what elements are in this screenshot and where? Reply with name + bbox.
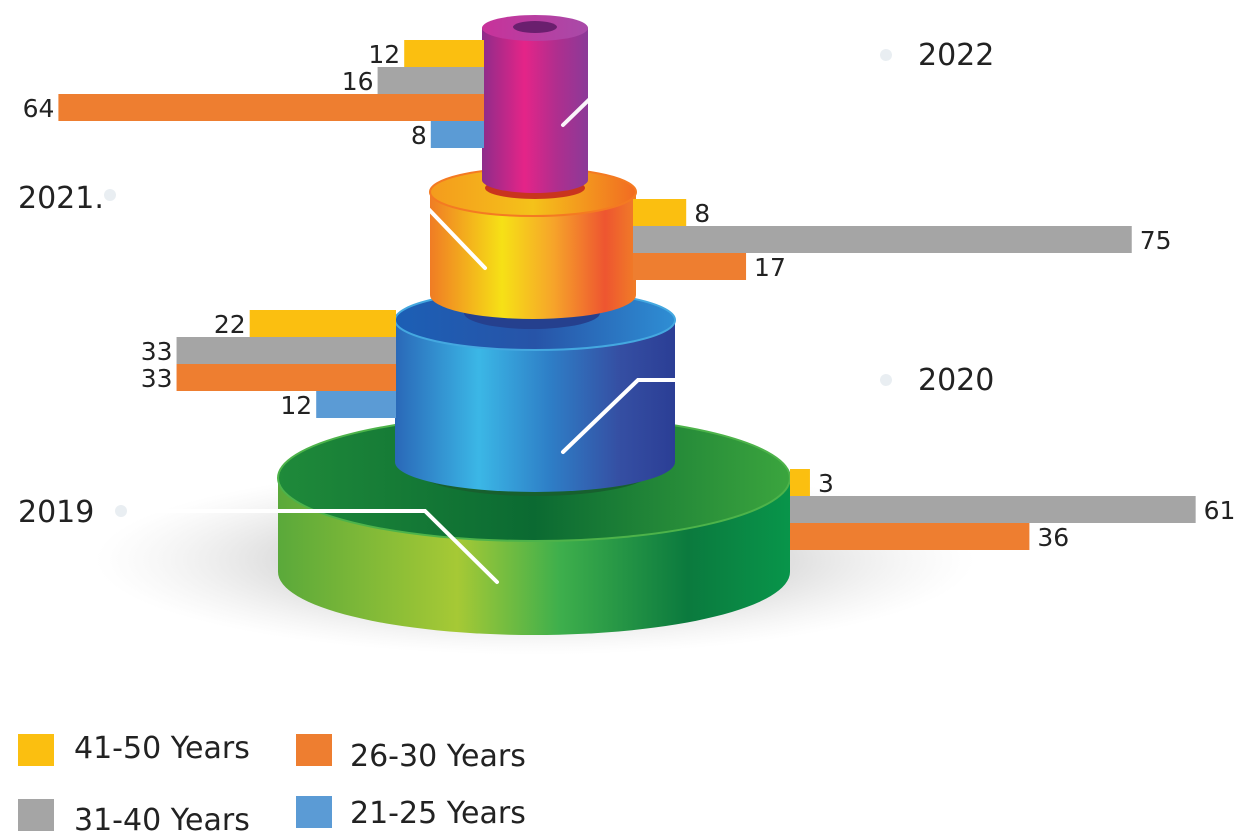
callouts xyxy=(104,49,892,584)
legend-swatch-26-30 xyxy=(296,734,332,766)
callout-dot-2022 xyxy=(880,49,892,61)
bar-label-2022-26-30-years: 64 xyxy=(23,94,55,123)
bar-2021-26-30-years xyxy=(633,253,747,280)
bar-2020-31-40-years xyxy=(176,337,396,364)
legend-label-21-25: 21-25 Years xyxy=(350,796,526,831)
bar-label-2019-41-50-years: 3 xyxy=(818,469,834,498)
bar-label-2020-26-30-years: 33 xyxy=(141,364,173,393)
callout-line-2020 xyxy=(561,378,887,454)
cylinder-2022 xyxy=(482,15,588,193)
callout-line-2019 xyxy=(120,509,499,584)
legend-swatch-31-40 xyxy=(18,799,54,831)
bar-label-2019-26-30-years: 36 xyxy=(1037,523,1069,552)
bar-label-2020-21-25-years: 12 xyxy=(280,391,312,420)
callout-line-2021 xyxy=(108,193,487,270)
bar-2020-26-30-years xyxy=(176,364,396,391)
bar-2020-21-25-years xyxy=(316,391,396,418)
legend: 41-50 Years 26-30 Years 31-40 Years 21-2… xyxy=(18,731,526,835)
bar-2019-41-50-years xyxy=(790,469,810,496)
bar-2020-41-50-years xyxy=(249,310,396,337)
year-label-2020: 2020 xyxy=(918,363,994,398)
legend-label-26-30: 26-30 Years xyxy=(350,739,526,774)
bar-2019-31-40-years xyxy=(790,496,1196,523)
bar-label-2020-41-50-years: 22 xyxy=(214,310,246,339)
bar-2022-31-40-years xyxy=(377,67,484,94)
year-label-2019: 2019 xyxy=(18,495,94,530)
legend-label-41-50: 41-50 Years xyxy=(74,731,250,766)
bar-2022-26-30-years xyxy=(58,94,485,121)
bar-2022-21-25-years xyxy=(430,121,484,148)
year-label-2021: 2021. xyxy=(18,181,104,216)
legend-swatch-21-25 xyxy=(296,796,332,828)
callout-dot-2019 xyxy=(115,505,127,517)
year-label-2022: 2022 xyxy=(918,38,994,73)
bar-2021-31-40-years xyxy=(633,226,1132,253)
callout-dot-2021 xyxy=(104,189,116,201)
legend-label-31-40: 31-40 Years xyxy=(74,803,250,835)
bar-label-2019-31-40-years: 61 xyxy=(1204,496,1236,525)
bar-2022-41-50-years xyxy=(404,40,484,67)
bar-label-2022-31-40-years: 16 xyxy=(342,67,374,96)
bar-label-2021-26-30-years: 17 xyxy=(754,253,786,282)
bar-label-2021-31-40-years: 75 xyxy=(1140,226,1172,255)
legend-swatch-41-50 xyxy=(18,734,54,766)
bar-label-2022-21-25-years: 8 xyxy=(411,121,427,150)
bar-label-2020-31-40-years: 33 xyxy=(141,337,173,366)
bar-2019-26-30-years xyxy=(790,523,1030,550)
callout-dot-2020 xyxy=(880,374,892,386)
bar-label-2022-41-50-years: 12 xyxy=(368,40,400,69)
bar-label-2021-41-50-years: 8 xyxy=(694,199,710,228)
cylinder-2020 xyxy=(394,289,676,492)
callout-line-2022 xyxy=(561,53,887,127)
bar-2021-41-50-years xyxy=(633,199,687,226)
